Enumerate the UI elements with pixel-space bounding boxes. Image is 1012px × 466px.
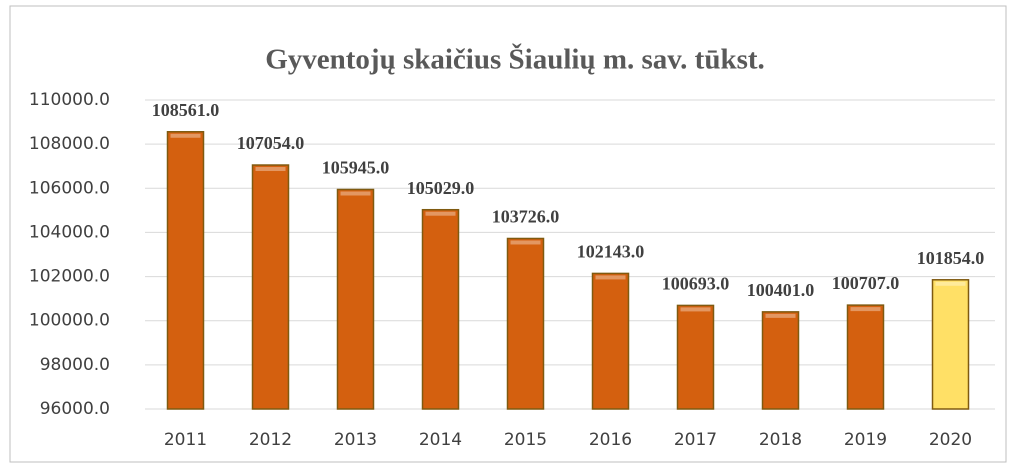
x-tick-label: 2013 [334,430,377,450]
bar [591,272,630,410]
x-tick-label: 2018 [759,430,802,450]
value-label: 101854.0 [917,248,985,268]
value-label: 105029.0 [407,178,475,198]
bar [506,237,545,410]
y-tick-label: 110000.0 [29,90,110,110]
x-tick-label: 2020 [929,430,972,450]
bar [931,279,970,410]
x-tick-label: 2015 [504,430,547,450]
bar [166,131,205,410]
y-tick-label: 100000.0 [29,311,110,331]
value-label: 100401.0 [747,280,815,300]
y-tick-label: 106000.0 [29,178,110,198]
y-tick-label: 102000.0 [29,267,110,287]
x-tick-label: 2012 [249,430,292,450]
bar [846,304,885,410]
bar [336,188,375,410]
y-tick-label: 108000.0 [29,134,110,154]
x-tick-label: 2017 [674,430,717,450]
value-label: 102143.0 [577,242,645,262]
value-label: 103726.0 [492,207,560,227]
y-tick-label: 104000.0 [29,222,110,242]
x-tick-label: 2019 [844,430,887,450]
value-label: 107054.0 [237,133,305,153]
bar [421,208,460,410]
x-tick-label: 2016 [589,430,632,450]
bar [676,304,715,410]
value-label: 105945.0 [322,158,390,178]
x-tick-label: 2014 [419,430,462,450]
y-tick-label: 96000.0 [40,399,110,419]
value-label: 100693.0 [662,274,730,294]
y-tick-label: 98000.0 [40,355,110,375]
chart-title: Gyventojų skaičius Šiaulių m. sav. tūkst… [265,43,765,76]
x-tick-label: 2011 [164,430,207,450]
bar [761,311,800,410]
bar [251,164,290,410]
value-label: 108561.0 [152,100,220,120]
value-label: 100707.0 [832,273,900,293]
